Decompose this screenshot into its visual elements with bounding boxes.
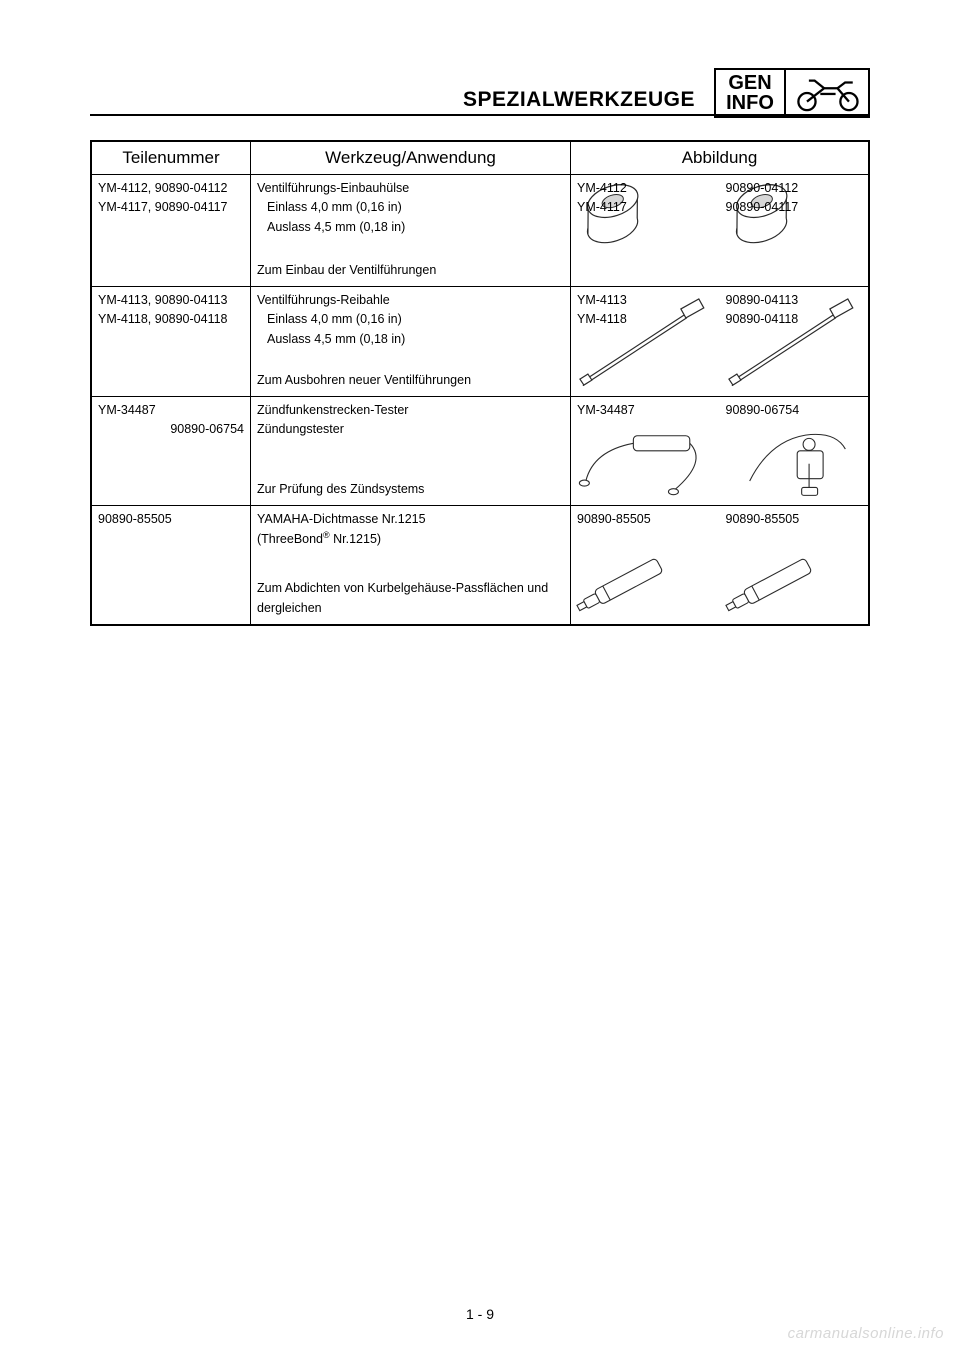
header-rule (90, 114, 870, 116)
illustration-right: 90890-06754 (720, 397, 869, 505)
tool-line: Ventilführungs-Einbauhülse (257, 179, 564, 198)
tool-line: Zündungstester (257, 420, 564, 439)
table-row: YM-4113, 90890-04113YM-4118, 90890-04118… (92, 287, 868, 397)
tool-usage: Zum Abdichten von Kurbelgehäuse-Passfläc… (257, 579, 564, 618)
th-part-number: Teilenummer (92, 142, 250, 174)
header-badge: GEN INFO (714, 68, 870, 118)
illustration-left: YM-4112 YM-4117 (571, 175, 720, 286)
illustration-left: YM-34487 (571, 397, 720, 505)
cell-part-number: 90890-85505 (92, 506, 250, 624)
illustration-right: 90890-85505 (720, 506, 869, 624)
cell-part-number: YM-4112, 90890-04112YM-4117, 90890-04117 (92, 175, 250, 286)
badge-line1: GEN (728, 73, 771, 93)
illustration-left: 90890-85505 (571, 506, 720, 624)
cell-tool: YAMAHA-Dichtmasse Nr.1215(ThreeBond® Nr.… (250, 506, 570, 624)
illustration-right: 90890-04113 90890-04118 (720, 287, 869, 396)
page-header: SPEZIALWERKZEUGE GEN INFO (90, 56, 870, 116)
cell-illustration: YM-34487 90890-06754 (570, 397, 868, 505)
illustration-label: 90890-85505 (577, 510, 714, 529)
tool-description: Ventilführungs-ReibahleEinlass 4,0 mm (0… (257, 291, 564, 349)
tool-usage: Zum Ausbohren neuer Ventilführungen (257, 371, 564, 390)
badge-line2: INFO (726, 93, 774, 113)
badge-text-box: GEN INFO (714, 68, 784, 118)
part-number-line: YM-4113, 90890-04113 (98, 291, 244, 310)
cell-illustration: YM-4112 YM-4117 90890-04112 90890-04117 (570, 175, 868, 286)
tool-line: Auslass 4,5 mm (0,18 in) (267, 218, 564, 237)
table-row: YM-4112, 90890-04112YM-4117, 90890-04117… (92, 175, 868, 287)
illustration-left: YM-4113 YM-4118 (571, 287, 720, 396)
illustration-right: 90890-04112 90890-04117 (720, 175, 869, 286)
cell-illustration: 90890-85505 90890-85505 (570, 506, 868, 624)
cell-part-number: YM-4113, 90890-04113YM-4118, 90890-04118 (92, 287, 250, 396)
cell-illustration: YM-4113 YM-4118 90890-04113 90890-04118 (570, 287, 868, 396)
part-number-line: YM-4118, 90890-04118 (98, 310, 244, 329)
tool-description: Ventilführungs-EinbauhülseEinlass 4,0 mm… (257, 179, 564, 237)
part-number-line: 90890-06754 (98, 420, 244, 439)
table-body: YM-4112, 90890-04112YM-4117, 90890-04117… (92, 175, 868, 624)
cell-tool: Ventilführungs-EinbauhülseEinlass 4,0 mm… (250, 175, 570, 286)
tool-description: Zündfunkenstrecken-TesterZündungstester (257, 401, 564, 440)
tool-usage: Zum Einbau der Ventilführungen (257, 261, 564, 280)
cell-tool: Zündfunkenstrecken-TesterZündungstesterZ… (250, 397, 570, 505)
tool-usage: Zur Prüfung des Zündsystems (257, 480, 564, 499)
illustration-label: 90890-85505 (726, 510, 863, 529)
part-number-line: YM-4112, 90890-04112 (98, 179, 244, 198)
watermark: carmanualsonline.info (788, 1325, 944, 1342)
page-root: SPEZIALWERKZEUGE GEN INFO (0, 0, 960, 1358)
part-number-line: 90890-85505 (98, 510, 244, 529)
th-illustration: Abbildung (570, 142, 868, 174)
badge-motorcycle-icon (784, 68, 870, 118)
illustration-label: 90890-04113 90890-04118 (726, 291, 863, 330)
tools-table: Teilenummer Werkzeug/Anwendung Abbildung… (90, 140, 870, 626)
page-title: SPEZIALWERKZEUGE (463, 88, 695, 112)
table-row: YM-3448790890-06754Zündfunkenstrecken-Te… (92, 397, 868, 506)
th-tool: Werkzeug/Anwendung (250, 142, 570, 174)
illustration-label: 90890-06754 (726, 401, 863, 420)
table-row: 90890-85505 YAMAHA-Dichtmasse Nr.1215(Thr… (92, 506, 868, 624)
illustration-label: YM-34487 (577, 401, 714, 420)
tool-line: Einlass 4,0 mm (0,16 in) (267, 310, 564, 329)
tool-line: Auslass 4,5 mm (0,18 in) (267, 330, 564, 349)
illustration-label: 90890-04112 90890-04117 (726, 179, 863, 218)
page-number: 1 - 9 (0, 1306, 960, 1322)
tool-line: Zündfunkenstrecken-Tester (257, 401, 564, 420)
tool-line: Ventilführungs-Reibahle (257, 291, 564, 310)
part-number-line: YM-34487 (98, 401, 244, 420)
tool-description: YAMAHA-Dichtmasse Nr.1215(ThreeBond® Nr.… (257, 510, 564, 550)
table-header-row: Teilenummer Werkzeug/Anwendung Abbildung (92, 142, 868, 175)
part-number-line: YM-4117, 90890-04117 (98, 198, 244, 217)
cell-part-number: YM-3448790890-06754 (92, 397, 250, 505)
cell-tool: Ventilführungs-ReibahleEinlass 4,0 mm (0… (250, 287, 570, 396)
tool-line: Einlass 4,0 mm (0,16 in) (267, 198, 564, 217)
illustration-label: YM-4113 YM-4118 (577, 291, 714, 330)
illustration-label: YM-4112 YM-4117 (577, 179, 714, 218)
